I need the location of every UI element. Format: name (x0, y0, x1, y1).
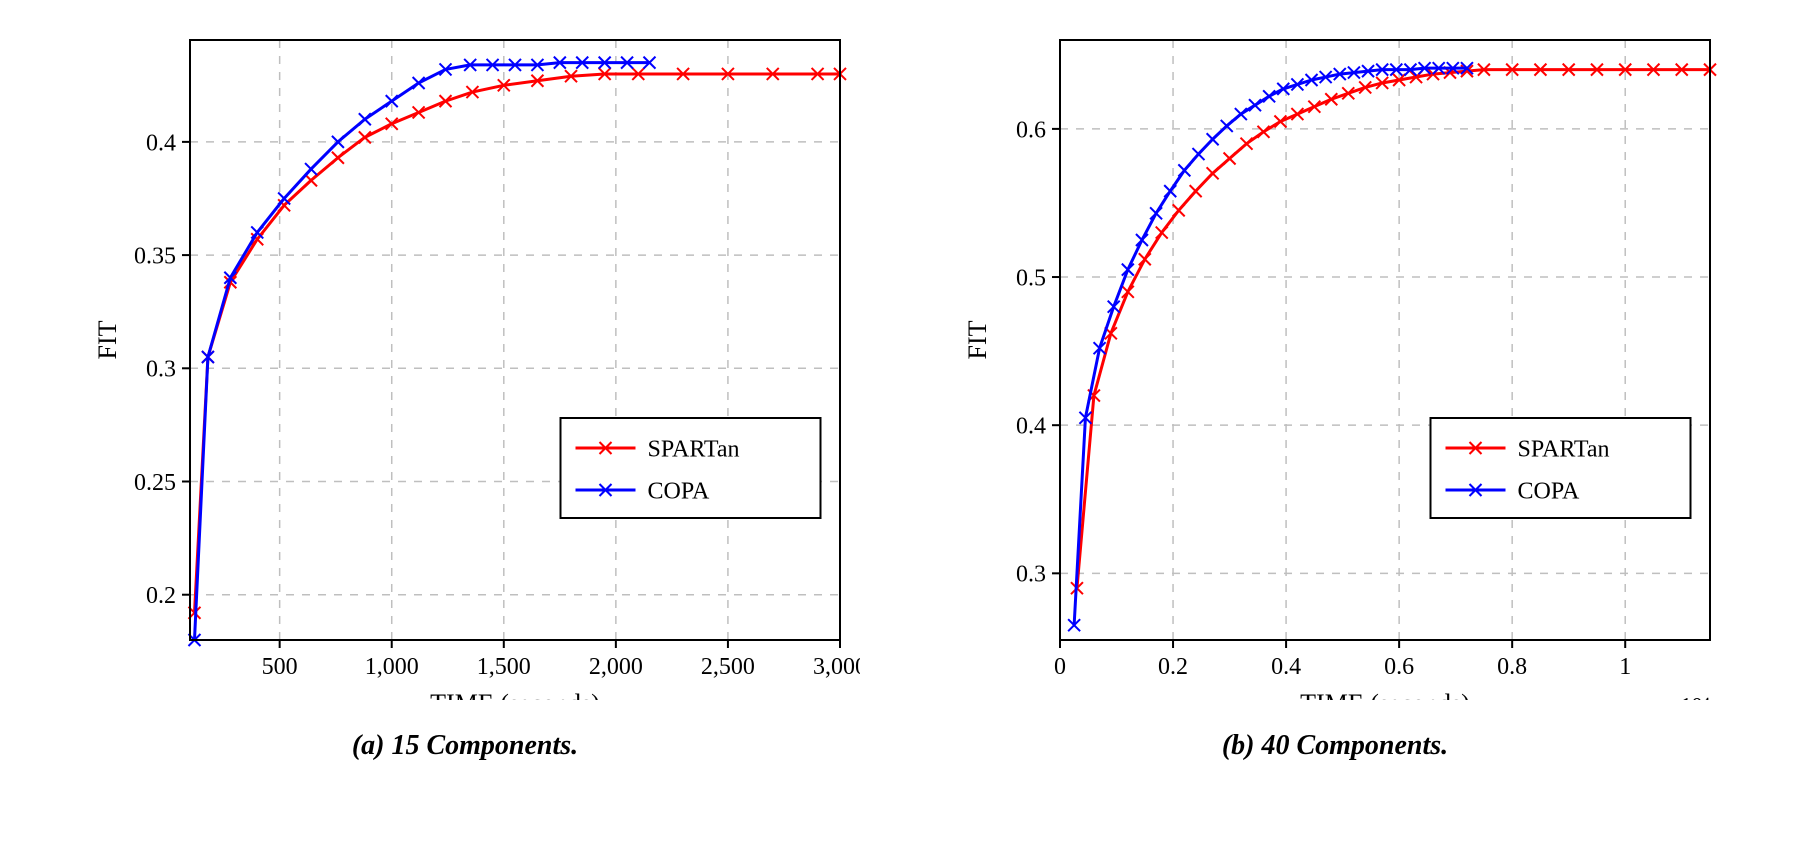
caption-a: (a) 15 Components. (352, 730, 578, 762)
svg-text:2,500: 2,500 (701, 654, 755, 680)
svg-text:COPA: COPA (648, 478, 710, 504)
svg-text:0.5: 0.5 (1016, 265, 1046, 291)
svg-text:TIME (seconds): TIME (seconds) (1300, 689, 1470, 700)
subplot-b: 0 0.2 0.4 0.6 0.8 1 0.3 0.4 0.5 0.6 TIME (seconds)… (940, 20, 1730, 762)
svg-text:0.4: 0.4 (1271, 654, 1301, 680)
svg-text:0.4: 0.4 (1016, 414, 1046, 440)
svg-text:1: 1 (1619, 654, 1631, 680)
svg-text:0.4: 0.4 (146, 130, 176, 156)
svg-text:SPARTan: SPARTan (1518, 436, 1610, 462)
chart-a: 500 1,000 1,500 2,000 2,500 3,000 0.2 0.25 0.3 0.… (70, 20, 860, 700)
svg-text:500: 500 (262, 654, 298, 680)
svg-text:0.6: 0.6 (1384, 654, 1414, 680)
svg-text:0.25: 0.25 (134, 470, 176, 496)
caption-b: (b) 40 Components. (1222, 730, 1448, 762)
svg-text:0.35: 0.35 (134, 243, 176, 269)
svg-text:1,000: 1,000 (365, 654, 419, 680)
svg-text:0: 0 (1054, 654, 1066, 680)
svg-text:3,000: 3,000 (813, 654, 860, 680)
figure-container: 500 1,000 1,500 2,000 2,500 3,000 0.2 0.25 0.3 0.… (0, 0, 1800, 772)
svg-text:0.3: 0.3 (1016, 562, 1046, 588)
chart-b: 0 0.2 0.4 0.6 0.8 1 0.3 0.4 0.5 0.6 TIME (seconds)… (940, 20, 1730, 700)
svg-text:0.2: 0.2 (146, 583, 176, 609)
svg-text:2,000: 2,000 (589, 654, 643, 680)
svg-text:0.3: 0.3 (146, 357, 176, 383)
svg-text:·10⁴: ·10⁴ (1674, 693, 1710, 700)
svg-text:0.2: 0.2 (1158, 654, 1188, 680)
svg-text:FIT: FIT (963, 320, 992, 359)
svg-text:SPARTan: SPARTan (648, 436, 740, 462)
svg-text:0.8: 0.8 (1497, 654, 1527, 680)
svg-text:TIME (seconds): TIME (seconds) (430, 689, 600, 700)
svg-text:COPA: COPA (1518, 478, 1580, 504)
svg-text:1,500: 1,500 (477, 654, 531, 680)
svg-text:FIT: FIT (93, 320, 122, 359)
svg-text:0.6: 0.6 (1016, 117, 1046, 143)
subplot-a: 500 1,000 1,500 2,000 2,500 3,000 0.2 0.25 0.3 0.… (70, 20, 860, 762)
